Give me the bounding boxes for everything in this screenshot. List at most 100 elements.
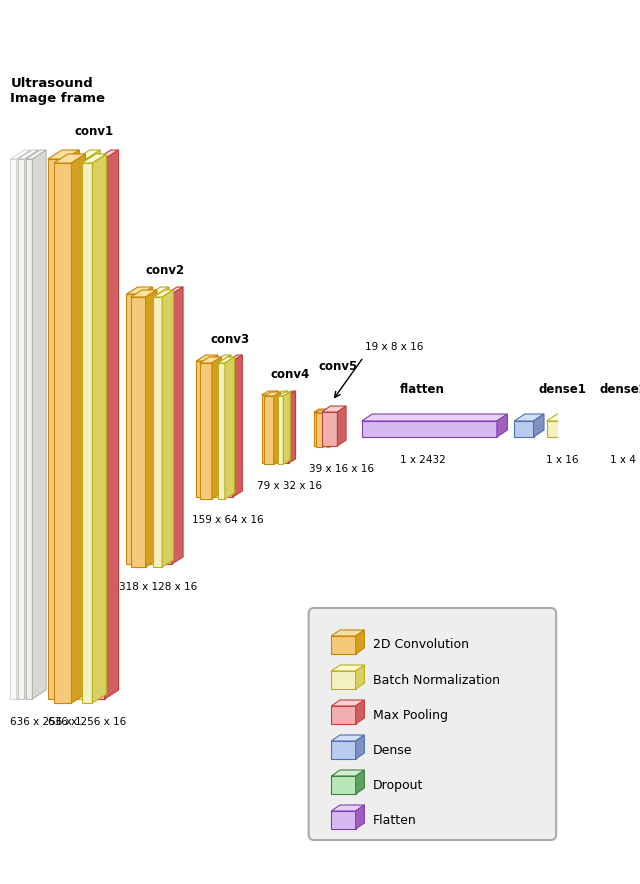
Polygon shape — [314, 409, 326, 412]
Polygon shape — [10, 150, 31, 159]
Polygon shape — [262, 395, 271, 463]
Text: 1 x 4: 1 x 4 — [611, 455, 636, 465]
Polygon shape — [289, 391, 296, 463]
Polygon shape — [82, 163, 92, 703]
Polygon shape — [284, 392, 291, 464]
Text: 636 x 256 x 1: 636 x 256 x 1 — [10, 717, 82, 727]
FancyBboxPatch shape — [308, 608, 556, 840]
Polygon shape — [274, 392, 281, 464]
Polygon shape — [196, 355, 218, 361]
Polygon shape — [332, 811, 356, 829]
Polygon shape — [324, 412, 328, 446]
Polygon shape — [332, 665, 364, 671]
Text: flatten: flatten — [400, 383, 445, 396]
Polygon shape — [326, 413, 330, 447]
Polygon shape — [218, 357, 234, 363]
Polygon shape — [154, 290, 173, 297]
Polygon shape — [233, 355, 243, 497]
Polygon shape — [575, 414, 604, 421]
Polygon shape — [209, 355, 218, 497]
Polygon shape — [326, 410, 335, 413]
Polygon shape — [275, 395, 281, 463]
Polygon shape — [332, 700, 364, 706]
Text: dense2: dense2 — [600, 383, 640, 396]
Polygon shape — [26, 159, 32, 699]
Text: conv3: conv3 — [210, 333, 249, 346]
Text: conv4: conv4 — [270, 368, 310, 381]
Polygon shape — [218, 363, 225, 499]
Polygon shape — [26, 150, 46, 159]
Polygon shape — [162, 290, 173, 567]
Polygon shape — [141, 287, 152, 564]
Polygon shape — [332, 671, 356, 689]
Polygon shape — [328, 409, 333, 446]
Polygon shape — [497, 414, 508, 437]
Polygon shape — [196, 361, 209, 497]
Polygon shape — [606, 414, 640, 421]
Polygon shape — [131, 297, 145, 567]
Polygon shape — [356, 770, 364, 794]
Text: 318 x 128 x 16: 318 x 128 x 16 — [120, 582, 198, 592]
Polygon shape — [166, 287, 183, 294]
Polygon shape — [534, 414, 544, 437]
Polygon shape — [275, 391, 288, 395]
Text: 39 x 16 x 16: 39 x 16 x 16 — [310, 464, 374, 474]
Polygon shape — [332, 776, 356, 794]
Text: conv5: conv5 — [318, 360, 358, 373]
Polygon shape — [149, 287, 169, 294]
Polygon shape — [228, 361, 233, 497]
Polygon shape — [332, 741, 356, 759]
Polygon shape — [316, 413, 323, 447]
Polygon shape — [221, 355, 231, 497]
Polygon shape — [285, 391, 296, 395]
Polygon shape — [332, 636, 356, 654]
Polygon shape — [356, 805, 364, 829]
Polygon shape — [337, 406, 346, 446]
Text: 159 x 64 x 16: 159 x 64 x 16 — [192, 515, 264, 525]
Polygon shape — [54, 163, 72, 703]
Polygon shape — [72, 154, 85, 703]
Text: Flatten: Flatten — [373, 813, 417, 827]
Polygon shape — [149, 294, 158, 564]
Polygon shape — [356, 700, 364, 724]
Text: 636 x 256 x 16: 636 x 256 x 16 — [48, 717, 126, 727]
Polygon shape — [76, 159, 86, 699]
Polygon shape — [200, 357, 221, 363]
Polygon shape — [166, 294, 172, 564]
Polygon shape — [281, 391, 288, 463]
Polygon shape — [330, 410, 335, 447]
Polygon shape — [547, 421, 563, 437]
Polygon shape — [271, 391, 278, 463]
Polygon shape — [322, 406, 346, 412]
Polygon shape — [127, 294, 141, 564]
Polygon shape — [264, 396, 274, 464]
Polygon shape — [264, 392, 281, 396]
Polygon shape — [54, 154, 85, 163]
Polygon shape — [214, 361, 221, 497]
Polygon shape — [593, 414, 604, 437]
Polygon shape — [17, 150, 31, 699]
Text: Dense: Dense — [373, 743, 413, 757]
Polygon shape — [332, 630, 364, 636]
Polygon shape — [362, 421, 497, 437]
Text: Dropout: Dropout — [373, 779, 424, 791]
Polygon shape — [515, 421, 534, 437]
Text: 2D Convolution: 2D Convolution — [373, 638, 469, 652]
Polygon shape — [10, 159, 17, 699]
Polygon shape — [86, 150, 100, 699]
Polygon shape — [575, 421, 593, 437]
Polygon shape — [515, 414, 544, 421]
Text: 19 x 8 x 16: 19 x 8 x 16 — [365, 342, 424, 352]
Polygon shape — [97, 150, 118, 159]
Polygon shape — [97, 159, 104, 699]
Polygon shape — [324, 409, 333, 412]
Polygon shape — [200, 363, 212, 499]
Text: conv2: conv2 — [145, 264, 185, 277]
Polygon shape — [212, 357, 221, 499]
Polygon shape — [314, 412, 321, 446]
Polygon shape — [316, 410, 328, 413]
Polygon shape — [24, 150, 38, 699]
Polygon shape — [172, 287, 183, 564]
Polygon shape — [285, 395, 289, 463]
Polygon shape — [48, 159, 65, 699]
